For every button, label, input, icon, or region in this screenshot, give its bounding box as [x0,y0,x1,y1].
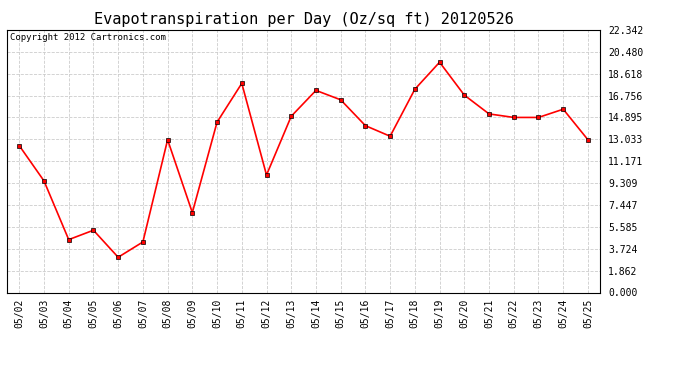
Title: Evapotranspiration per Day (Oz/sq ft) 20120526: Evapotranspiration per Day (Oz/sq ft) 20… [94,12,513,27]
Text: Copyright 2012 Cartronics.com: Copyright 2012 Cartronics.com [10,33,166,42]
